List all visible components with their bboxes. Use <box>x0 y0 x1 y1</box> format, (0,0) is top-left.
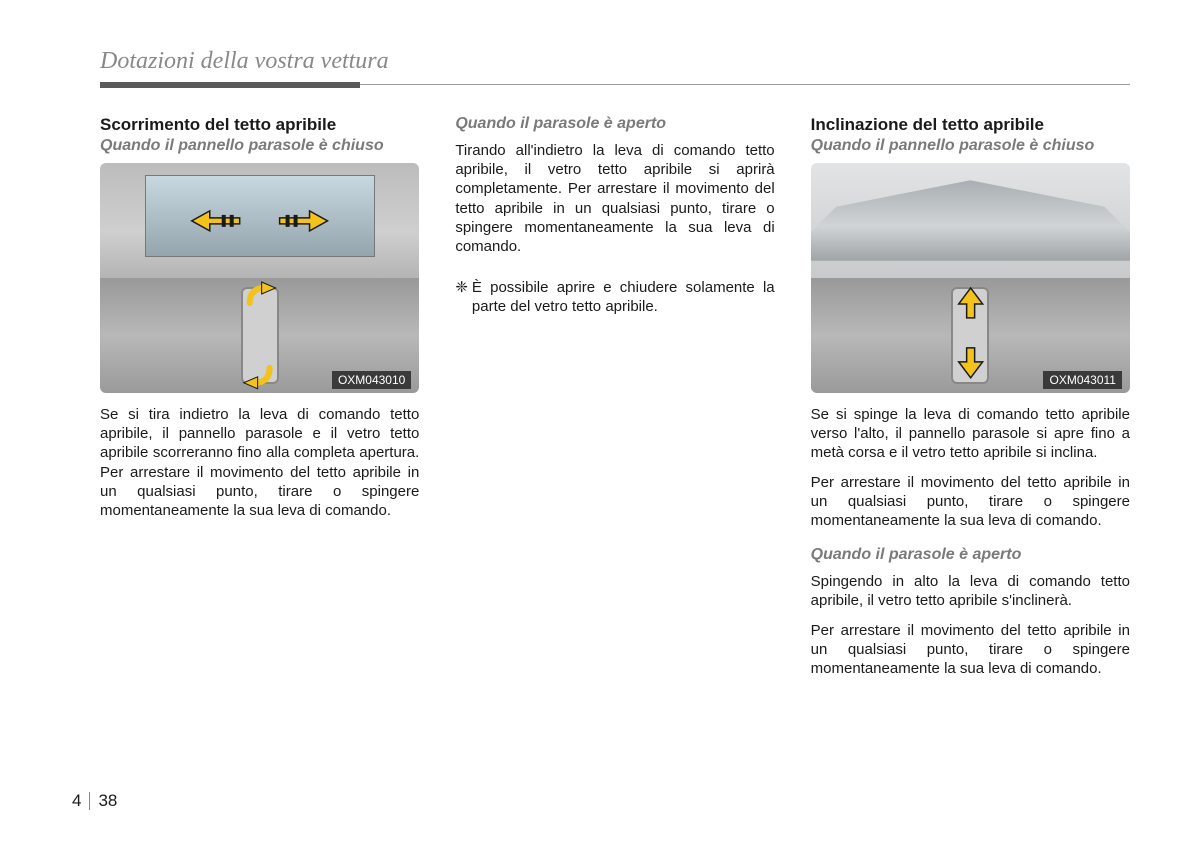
col3-p3: Spingendo in alto la leva di comando tet… <box>811 572 1130 610</box>
header-rule <box>100 79 1130 87</box>
section-number: 4 <box>72 791 81 811</box>
column-center: Quando il parasole è aperto Tirando all'… <box>455 115 774 688</box>
col3-p2: Per arrestare il movimento del tetto apr… <box>811 473 1130 531</box>
col2-paragraph: Tirando all'indietro la leva di comando … <box>455 141 774 256</box>
note-text: È possibile aprire e chiudere solamente … <box>472 278 775 316</box>
col2-note: ❈ È possibile aprire e chiudere solament… <box>455 278 774 316</box>
note-symbol-icon: ❈ <box>455 278 468 316</box>
figure-sunroof-slide: OXM043010 <box>100 163 419 393</box>
col3-p1: Se si spinge la leva di comando tetto ap… <box>811 405 1130 463</box>
col2-subheading: Quando il parasole è aperto <box>455 115 774 133</box>
page-number: 38 <box>98 791 117 811</box>
footer-separator <box>89 792 90 810</box>
figure-label: OXM043011 <box>1043 371 1122 389</box>
col1-subheading: Quando il pannello parasole è chiuso <box>100 137 419 155</box>
col3-heading: Inclinazione del tetto apribile <box>811 115 1130 135</box>
col3-p4: Per arrestare il movimento del tetto apr… <box>811 621 1130 679</box>
col1-heading: Scorrimento del tetto apribile <box>100 115 419 135</box>
page-footer: 4 38 <box>72 791 117 811</box>
col3-sub1: Quando il pannello parasole è chiuso <box>811 137 1130 155</box>
column-right: Inclinazione del tetto apribile Quando i… <box>811 115 1130 688</box>
slide-arrows-icon <box>100 163 419 278</box>
figure-label: OXM043010 <box>332 371 411 389</box>
figure-sunroof-tilt: OXM043011 <box>811 163 1130 393</box>
chapter-title: Dotazioni della vostra vettura <box>100 48 1130 75</box>
content-columns: Scorrimento del tetto apribile Quando il… <box>100 115 1130 688</box>
col3-sub2: Quando il parasole è aperto <box>811 546 1130 564</box>
column-left: Scorrimento del tetto apribile Quando il… <box>100 115 419 688</box>
col1-paragraph: Se si tira indietro la leva di comando t… <box>100 405 419 520</box>
